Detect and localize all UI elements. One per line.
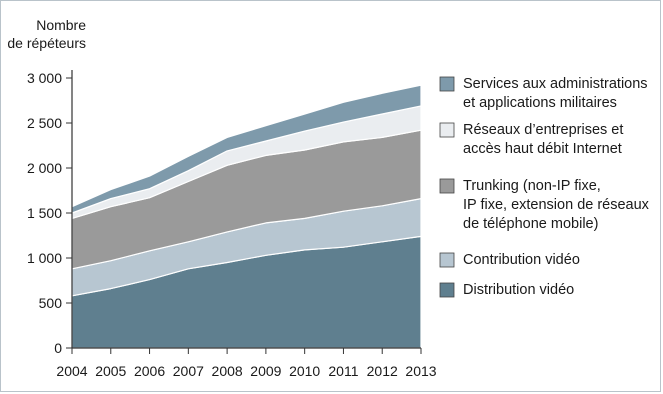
legend-label: Contribution vidéo	[463, 252, 580, 268]
legend-label: Services aux administrations	[463, 76, 648, 92]
y-tick-label: 1 000	[27, 250, 62, 266]
legend-label: accès haut débit Internet	[463, 141, 622, 157]
x-tick-label: 2011	[328, 363, 358, 379]
legend-label: Réseaux d’entreprises et	[463, 122, 623, 138]
legend-label: de téléphone mobile)	[463, 216, 598, 232]
y-axis-title-line: Nombre	[36, 17, 86, 33]
legend-label: IP fixe, extension de réseaux	[463, 197, 650, 213]
x-tick-label: 2013	[405, 363, 436, 379]
legend-label: Distribution vidéo	[463, 282, 574, 298]
x-tick-label: 2007	[173, 363, 204, 379]
x-tick-label: 2004	[56, 363, 87, 379]
y-tick-label: 2 000	[27, 160, 62, 176]
x-tick-label: 2005	[95, 363, 126, 379]
x-tick-label: 2010	[289, 363, 320, 379]
legend-swatch	[439, 282, 455, 298]
legend: Services aux administrations et applicati…	[439, 76, 650, 298]
legend-label: Trunking (non-IP fixe,	[463, 178, 601, 194]
x-tick-label: 2012	[367, 363, 398, 379]
x-tick-label: 2006	[134, 363, 165, 379]
y-axis-title: Nombre de répéteurs	[7, 17, 86, 51]
legend-swatch	[439, 252, 455, 268]
area-series-5	[71, 84, 422, 214]
legend-swatch	[439, 76, 455, 92]
y-tick-label: 500	[39, 295, 63, 311]
legend-swatch	[439, 122, 455, 138]
y-tick-label: 2 500	[27, 115, 62, 131]
y-tick-label: 3 000	[27, 70, 62, 86]
x-tick-label: 2009	[250, 363, 281, 379]
x-tick-label: 2008	[212, 363, 243, 379]
legend-label: et applications militaires	[463, 95, 617, 111]
y-tick-label: 1 500	[27, 205, 62, 221]
legend-swatch	[439, 178, 455, 194]
y-axis-title-line: de répéteurs	[7, 35, 86, 51]
y-tick-label: 0	[54, 340, 62, 356]
axes-layer: 0 500 1 000 1 500 2 000 2 500 3 000 2004 2005 200…	[27, 70, 437, 379]
area-layer	[71, 84, 422, 349]
